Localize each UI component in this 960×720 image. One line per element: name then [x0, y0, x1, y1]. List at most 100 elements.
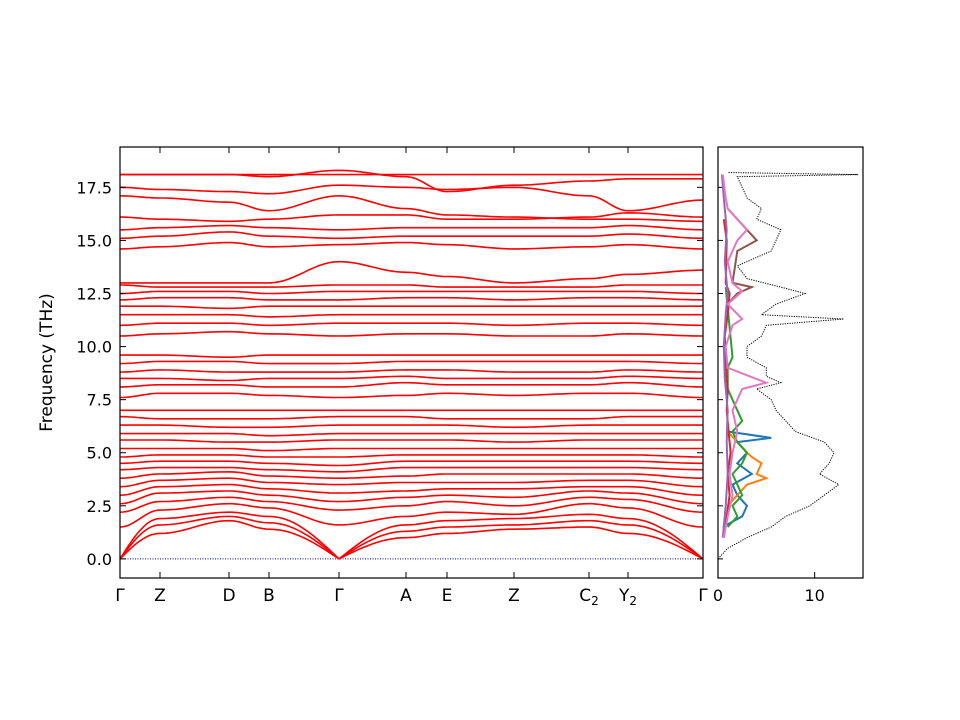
band-31-segment-1 — [120, 284, 339, 288]
y-tick-label: 5.0 — [87, 444, 112, 463]
partial-dos-curve-5 — [720, 174, 729, 538]
band-1-segment-1 — [119, 519, 340, 560]
band-22-segment-2 — [338, 369, 704, 373]
band-20-segment-2 — [339, 381, 703, 388]
x-tick-label: A — [400, 586, 412, 606]
band-17-segment-2 — [339, 415, 703, 420]
band-11-segment-2 — [338, 460, 703, 467]
x-tick-label: Γ — [334, 586, 344, 606]
band-y-ticks: 0.0 2.5 5.0 7.5 10.0 12.5 15.0 17.5 — [76, 178, 723, 569]
band-29-segment-2 — [338, 296, 704, 301]
band-35-segment-1 — [120, 224, 339, 231]
band-25-segment-2 — [338, 332, 704, 337]
band-34-segment-2 — [339, 233, 704, 240]
band-38-segment-2 — [339, 184, 704, 212]
y-tick-label: 17.5 — [76, 178, 112, 197]
y-tick-label: 12.5 — [76, 284, 112, 303]
y-tick-label: 7.5 — [87, 391, 112, 410]
band-10-segment-1 — [120, 466, 339, 473]
dos-panel: 0 10 — [713, 146, 864, 605]
dos-plot-frame — [717, 146, 864, 579]
y-tick-label: 10.0 — [76, 338, 112, 357]
x-tick-label: D — [222, 586, 235, 606]
dos-lines-group — [717, 172, 859, 560]
band-structure-panel: 0.0 2.5 5.0 7.5 10.0 12.5 15.0 17.5 Γ Z D B Γ A E Z C2 Y… — [37, 146, 723, 608]
y-axis-label: Frequency (THz) — [37, 293, 57, 432]
x-tick-label: Z — [154, 586, 166, 606]
band-13-segment-1 — [120, 447, 339, 452]
band-5-segment-1 — [119, 496, 340, 513]
y-tick-label: 15.0 — [76, 231, 112, 250]
x-tick-label: C2 — [579, 586, 599, 608]
band-28-segment-1 — [120, 305, 339, 310]
band-7-segment-2 — [338, 485, 704, 496]
x-tick-label: Γ — [115, 586, 125, 606]
band-19-segment-1 — [120, 392, 339, 399]
band-26-segment-2 — [339, 322, 703, 327]
y-tick-label: 0.0 — [87, 550, 112, 569]
partial-dos-curve-1 — [722, 430, 772, 528]
band-9-segment-2 — [339, 473, 703, 479]
band-32-segment-1 — [120, 260, 340, 284]
band-lines-group — [119, 169, 704, 560]
band-6-segment-2 — [338, 490, 704, 505]
band-31-segment-2 — [339, 284, 703, 288]
band-24-segment-1 — [120, 354, 339, 358]
dos-x-tick-label: 10 — [804, 586, 824, 605]
band-27-segment-1 — [120, 313, 340, 318]
band-32-segment-2 — [338, 260, 704, 284]
band-25-segment-1 — [119, 330, 340, 337]
band-14-segment-2 — [339, 439, 703, 443]
band-2-segment-1 — [119, 515, 340, 560]
band-1-segment-2 — [338, 526, 704, 560]
band-4-segment-1 — [119, 502, 340, 528]
band-33-segment-2 — [338, 241, 703, 250]
band-3-segment-2 — [338, 513, 704, 560]
band-9-segment-1 — [120, 470, 339, 479]
band-15-segment-1 — [120, 432, 340, 437]
band-12-segment-1 — [120, 454, 339, 458]
band-30-segment-1 — [120, 290, 339, 295]
band-36-segment-2 — [339, 211, 704, 220]
band-3-segment-1 — [119, 511, 340, 560]
x-tick-label: Y2 — [618, 586, 637, 608]
band-12-segment-2 — [339, 454, 703, 458]
band-30-segment-2 — [339, 290, 703, 295]
band-10-segment-2 — [339, 466, 703, 473]
band-34-segment-1 — [120, 231, 339, 240]
band-22-segment-1 — [119, 369, 339, 373]
total-dos-curve — [717, 172, 859, 560]
band-2-segment-2 — [338, 519, 704, 560]
band-7-segment-1 — [119, 483, 340, 496]
band-37-segment-1 — [119, 195, 340, 212]
band-14-segment-1 — [120, 439, 339, 443]
band-21-segment-1 — [120, 377, 339, 382]
band-8-segment-2 — [339, 479, 704, 488]
band-19-segment-2 — [339, 392, 703, 399]
x-tick-label: Γ — [698, 586, 708, 606]
band-37-segment-2 — [338, 195, 703, 223]
band-20-segment-1 — [120, 384, 339, 388]
x-tick-label: E — [442, 586, 453, 606]
band-11-segment-1 — [120, 460, 340, 467]
x-tick-label: B — [263, 586, 275, 606]
band-16-segment-1 — [120, 424, 340, 429]
band-26-segment-1 — [120, 322, 339, 327]
band-35-segment-2 — [339, 224, 704, 231]
band-5-segment-2 — [338, 496, 704, 513]
band-39-segment-2 — [339, 169, 703, 193]
band-4-segment-2 — [338, 502, 704, 528]
partial-dos-curve-7 — [721, 174, 770, 538]
band-36-segment-1 — [120, 214, 340, 223]
band-23-segment-2 — [338, 360, 704, 365]
band-29-segment-1 — [119, 296, 339, 301]
band-17-segment-1 — [119, 415, 340, 420]
band-16-segment-2 — [339, 424, 703, 429]
band-plot-frame — [119, 146, 704, 579]
x-tick-label: Z — [508, 586, 520, 606]
band-23-segment-1 — [119, 360, 339, 365]
band-33-segment-1 — [120, 241, 339, 250]
band-38-segment-1 — [119, 184, 340, 195]
